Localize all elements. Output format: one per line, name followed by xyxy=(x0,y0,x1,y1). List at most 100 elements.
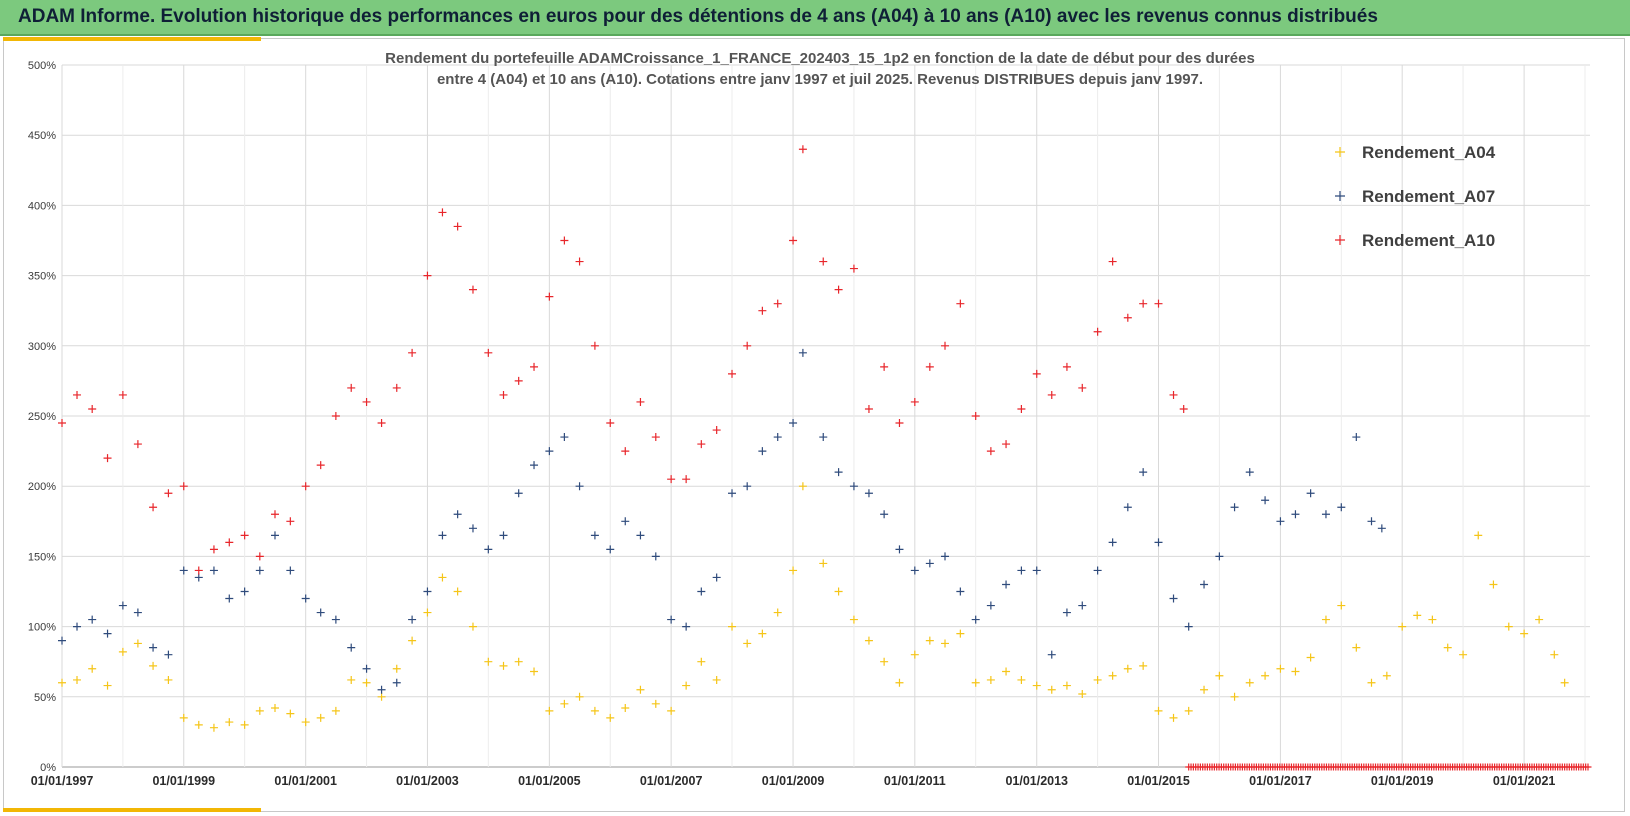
data-point xyxy=(712,426,721,435)
data-point xyxy=(1047,390,1056,399)
data-point xyxy=(590,706,599,715)
data-point xyxy=(621,704,630,713)
legend-marker xyxy=(1335,235,1345,245)
x-tick-label: 01/01/2015 xyxy=(1127,774,1190,788)
data-point xyxy=(880,362,889,371)
data-point xyxy=(301,718,310,727)
data-point xyxy=(773,608,782,617)
data-point xyxy=(545,292,554,301)
data-point xyxy=(58,419,66,428)
data-point xyxy=(484,657,493,666)
data-point xyxy=(1062,681,1071,690)
data-point xyxy=(849,264,858,273)
data-point xyxy=(1382,671,1391,680)
data-point xyxy=(316,461,325,470)
x-tick-label: 01/01/2003 xyxy=(396,774,459,788)
data-point xyxy=(773,433,782,442)
data-point xyxy=(408,348,417,357)
data-point xyxy=(651,552,660,561)
data-point xyxy=(164,489,173,498)
data-point xyxy=(789,566,798,575)
x-tick-label: 01/01/2021 xyxy=(1493,774,1556,788)
data-point xyxy=(316,608,325,617)
legend-marker xyxy=(1335,191,1345,201)
data-point xyxy=(149,643,158,652)
data-point xyxy=(1291,667,1300,676)
data-point xyxy=(499,661,508,670)
data-point xyxy=(240,587,249,596)
y-tick-label: 50% xyxy=(34,692,56,704)
chart-subtitle-line-2: entre 4 (A04) et 10 ans (A10). Cotations… xyxy=(437,71,1203,88)
data-point xyxy=(880,657,889,666)
data-point xyxy=(758,629,767,638)
data-point xyxy=(1154,299,1163,308)
data-point xyxy=(667,615,676,624)
y-tick-label: 300% xyxy=(28,341,56,353)
data-point xyxy=(255,552,264,561)
data-point xyxy=(819,433,828,442)
data-point xyxy=(743,639,752,648)
data-point xyxy=(240,720,249,729)
data-point xyxy=(1047,650,1056,659)
y-tick-label: 0% xyxy=(40,762,56,774)
data-point xyxy=(377,685,386,694)
y-tick-label: 450% xyxy=(28,130,56,142)
data-point xyxy=(209,723,218,732)
data-point xyxy=(514,489,523,498)
data-point xyxy=(1154,538,1163,547)
data-point xyxy=(1200,685,1209,694)
data-point xyxy=(1184,622,1193,631)
data-point xyxy=(255,566,264,575)
data-point xyxy=(1184,706,1193,715)
data-point xyxy=(606,545,615,554)
data-point xyxy=(545,447,554,456)
data-point xyxy=(834,285,843,294)
data-point xyxy=(925,636,934,645)
data-point xyxy=(941,552,950,561)
data-point xyxy=(1560,678,1569,687)
data-point xyxy=(408,615,417,624)
data-point xyxy=(1398,622,1407,631)
data-point xyxy=(636,531,645,540)
data-point xyxy=(362,678,371,687)
title-banner: ADAM Informe. Evolution historique des p… xyxy=(0,0,1630,36)
data-point xyxy=(728,489,737,498)
data-point xyxy=(270,531,279,540)
data-point xyxy=(331,615,340,624)
data-point xyxy=(1321,510,1330,519)
data-point xyxy=(286,566,295,575)
x-tick-label: 01/01/2013 xyxy=(1005,774,1068,788)
x-tick-label: 01/01/2005 xyxy=(518,774,581,788)
data-point xyxy=(941,639,950,648)
data-point xyxy=(864,636,873,645)
data-point xyxy=(1321,615,1330,624)
y-tick-label: 200% xyxy=(28,481,56,493)
data-point xyxy=(910,566,919,575)
data-point xyxy=(1459,650,1468,659)
data-point xyxy=(1108,671,1117,680)
data-point xyxy=(971,615,980,624)
data-point xyxy=(1093,675,1102,684)
x-tick-label: 01/01/2019 xyxy=(1371,774,1434,788)
data-point xyxy=(58,636,66,645)
data-point xyxy=(1276,664,1285,673)
grid-lines xyxy=(61,64,1590,768)
data-point xyxy=(1123,313,1132,322)
data-point xyxy=(1261,671,1270,680)
data-point xyxy=(362,397,371,406)
y-tick-label: 400% xyxy=(28,200,56,212)
data-point xyxy=(1200,580,1209,589)
data-point xyxy=(758,306,767,315)
data-point xyxy=(1230,692,1239,701)
legend-marker xyxy=(1335,147,1345,157)
data-point xyxy=(834,468,843,477)
data-point xyxy=(1139,661,1148,670)
data-point xyxy=(408,636,417,645)
chart-frame xyxy=(3,38,1625,812)
data-point xyxy=(697,440,706,449)
data-point xyxy=(1078,383,1087,392)
data-point xyxy=(331,706,340,715)
data-point xyxy=(1169,713,1178,722)
legend: Rendement_A04 Rendement_A07 Rendement_A10 xyxy=(1335,143,1496,250)
data-point xyxy=(728,369,737,378)
